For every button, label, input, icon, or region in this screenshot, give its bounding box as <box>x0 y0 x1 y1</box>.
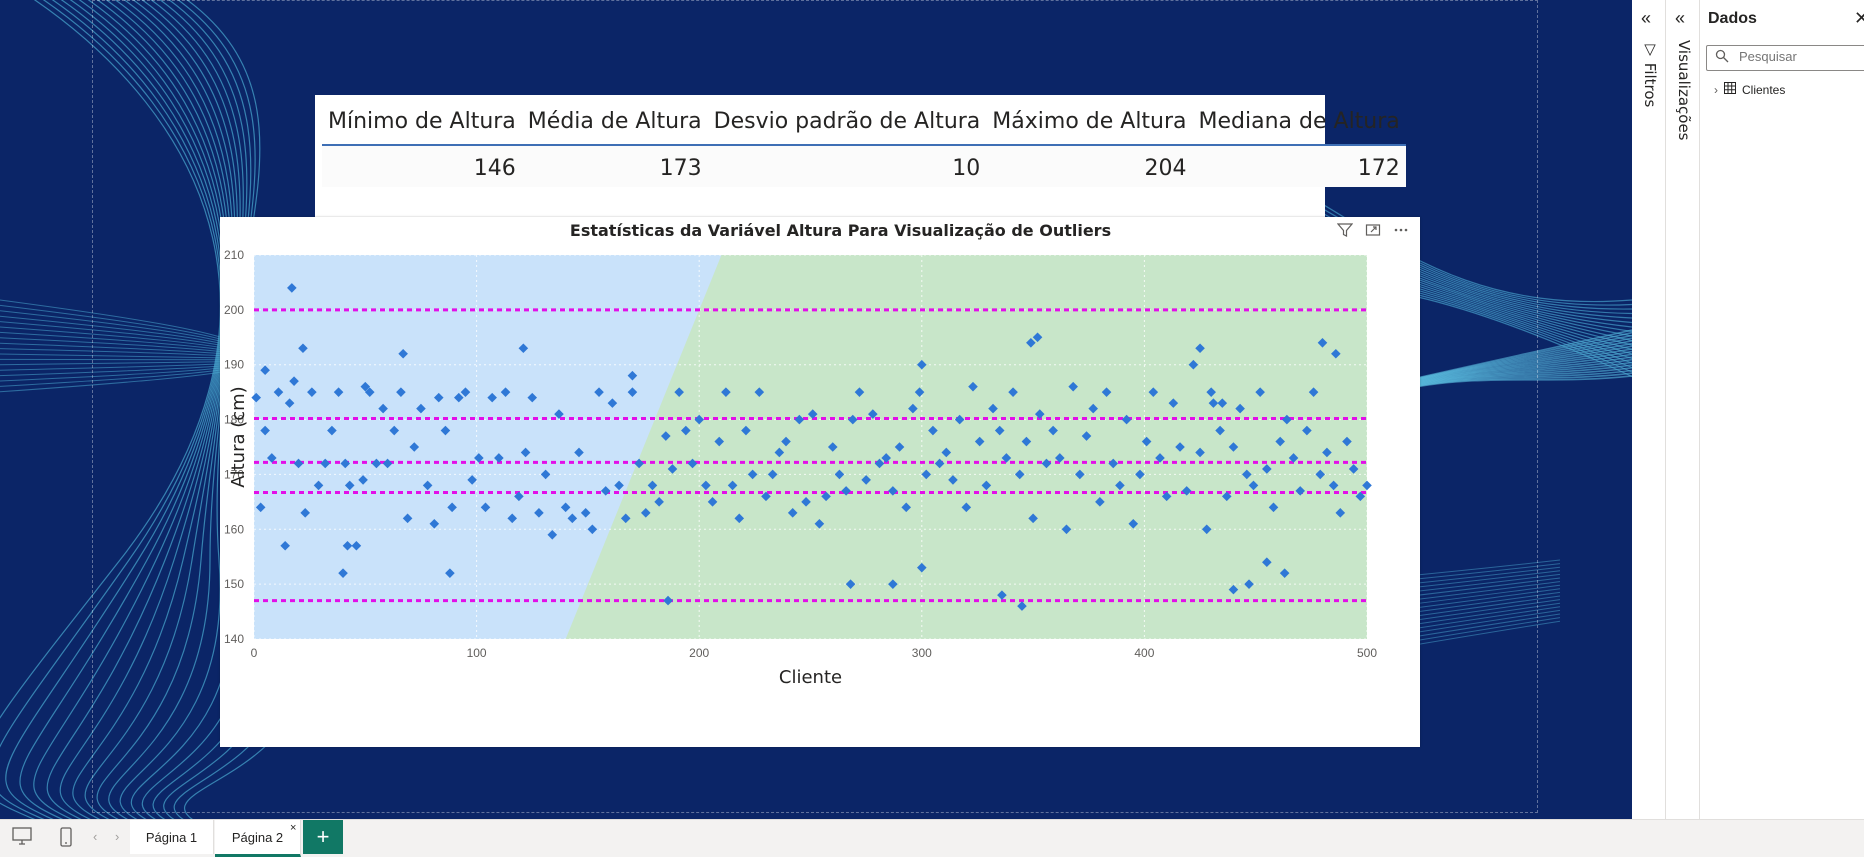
desktop-view-icon[interactable] <box>12 827 32 850</box>
scatter-chart-visual[interactable]: Estatísticas da Variável Altura Para Vis… <box>220 217 1420 747</box>
filter-icon[interactable] <box>1336 222 1354 240</box>
data-pane: Dados ✕ › Clientes <box>1700 0 1864 819</box>
y-tick-label: 190 <box>224 358 244 372</box>
y-axis-label: Altura (cm) <box>228 386 249 487</box>
visualizations-pane[interactable]: « Visualizações <box>1666 0 1700 819</box>
x-tick-label: 300 <box>912 646 932 660</box>
x-tick-label: 500 <box>1357 646 1377 660</box>
column-header-stddev[interactable]: Desvio padrão de Altura <box>708 103 987 145</box>
filters-pane-label[interactable]: ▽ Filtros <box>1641 40 1659 107</box>
search-icon <box>1715 49 1729 66</box>
cell-max: 204 <box>986 145 1192 187</box>
table-item-clientes[interactable]: › Clientes <box>1714 82 1785 97</box>
close-icon[interactable]: ✕ <box>1854 8 1864 29</box>
y-tick-label: 160 <box>224 522 244 536</box>
tab-pagina-1[interactable]: Página 1 <box>130 820 214 854</box>
next-page-icon[interactable]: › <box>115 829 119 844</box>
visualizations-pane-label[interactable]: Visualizações <box>1675 40 1693 140</box>
y-tick-label: 150 <box>224 577 244 591</box>
filter-pane-icon: ▽ <box>1641 40 1659 63</box>
data-pane-title: Dados <box>1708 10 1757 28</box>
filters-pane[interactable]: « ▽ Filtros <box>1632 0 1666 819</box>
tab-pagina-2[interactable]: Página 2 <box>215 820 301 857</box>
more-options-icon[interactable] <box>1392 222 1410 240</box>
table-item-label: Clientes <box>1742 83 1785 97</box>
collapse-visualizations-icon[interactable]: « <box>1675 8 1685 29</box>
y-tick-label: 200 <box>224 303 244 317</box>
chart-title: Estatísticas da Variável Altura Para Vis… <box>570 221 1111 240</box>
cell-stddev: 10 <box>708 145 987 187</box>
search-input[interactable] <box>1737 48 1864 65</box>
mobile-view-icon[interactable] <box>60 827 72 852</box>
stats-table: Mínimo de Altura Média de Altura Desvio … <box>322 103 1406 187</box>
y-tick-label: 140 <box>224 632 244 646</box>
stats-table-header-row: Mínimo de Altura Média de Altura Desvio … <box>322 103 1406 145</box>
x-tick-label: 200 <box>689 646 709 660</box>
filters-label-text: Filtros <box>1641 63 1659 108</box>
search-box[interactable] <box>1706 45 1864 71</box>
page-navigation-bar: ‹ › Página 1 Página 2 × + <box>0 819 1864 855</box>
add-page-button[interactable]: + <box>303 820 343 854</box>
x-tick-label: 0 <box>251 646 258 660</box>
chevron-right-icon[interactable]: › <box>1714 83 1718 97</box>
x-axis-label: Cliente <box>779 667 842 688</box>
focus-mode-icon[interactable] <box>1364 222 1382 240</box>
y-tick-label: 210 <box>224 248 244 262</box>
cell-min: 146 <box>322 145 522 187</box>
close-tab-icon[interactable]: × <box>290 822 296 834</box>
column-header-mean[interactable]: Média de Altura <box>522 103 708 145</box>
stats-table-visual[interactable]: Mínimo de Altura Média de Altura Desvio … <box>315 95 1325 217</box>
cell-mean: 173 <box>522 145 708 187</box>
column-header-min[interactable]: Mínimo de Altura <box>322 103 522 145</box>
visual-header <box>1336 222 1410 240</box>
column-header-max[interactable]: Máximo de Altura <box>986 103 1192 145</box>
x-tick-label: 100 <box>467 646 487 660</box>
table-row: 146 173 10 204 172 <box>322 145 1406 187</box>
x-tick-label: 400 <box>1134 646 1154 660</box>
previous-page-icon[interactable]: ‹ <box>93 829 97 844</box>
column-header-median[interactable]: Mediana de Altura <box>1193 103 1406 145</box>
report-canvas: Mínimo de Altura Média de Altura Desvio … <box>0 0 1632 819</box>
table-icon <box>1724 82 1736 97</box>
scatter-chart: Estatísticas da Variável Altura Para Vis… <box>220 217 1420 747</box>
cell-median: 172 <box>1193 145 1406 187</box>
collapse-filters-icon[interactable]: « <box>1641 8 1651 29</box>
